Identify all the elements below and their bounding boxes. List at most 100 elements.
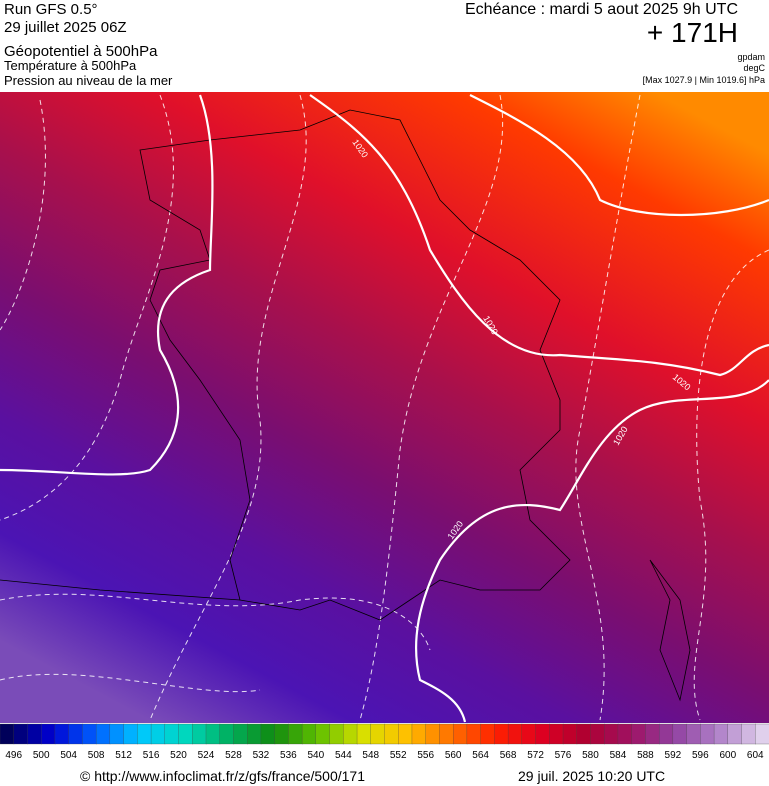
colorbar-cell: [658, 723, 674, 745]
colorbar-label: 512: [115, 750, 132, 761]
colorbar-cell: [41, 723, 56, 745]
hour: + 171H: [647, 17, 738, 48]
colorbar-cell: [13, 723, 29, 745]
colorbar-cell: [604, 723, 619, 745]
footer-url: © http://www.infoclimat.fr/z/gfs/france/…: [80, 768, 365, 784]
colorbar-label: 516: [143, 750, 160, 761]
colorbar-cell: [288, 723, 303, 745]
colorbar-cell: [54, 723, 70, 745]
colorbar-cell: [617, 723, 633, 745]
run: Run GFS 0.5°: [4, 1, 98, 18]
colorbar-cell: [315, 723, 331, 745]
colorbar-cell: [0, 723, 15, 745]
colorbar-cell: [384, 723, 399, 745]
colorbar-cell: [535, 723, 550, 745]
colorbar-cell: [521, 723, 537, 745]
colorbar-label: 532: [253, 750, 270, 761]
colorbar-cell: [507, 723, 523, 745]
colorbar-label: 572: [527, 750, 544, 761]
colorbar-label: 560: [445, 750, 462, 761]
colorbar-cell: [329, 723, 344, 745]
colorbar-cell: [425, 723, 441, 745]
colorbar-label: 536: [280, 750, 297, 761]
colorbar-cell: [95, 723, 111, 745]
colorbar-label: 540: [307, 750, 324, 761]
temperature-field: [0, 92, 769, 723]
colorbar-cell: [219, 723, 235, 745]
colorbar-cell: [274, 723, 290, 745]
colorbar-cell: [700, 723, 715, 745]
colorbar-cell: [631, 723, 647, 745]
colorbar-label: 500: [33, 750, 50, 761]
colorbar-cell: [192, 723, 207, 745]
colorbar-cell: [741, 723, 756, 745]
colorbar-label: 576: [555, 750, 572, 761]
colorbar-cell: [755, 723, 769, 745]
colorbar-cell: [27, 723, 42, 745]
borders: [0, 109, 691, 702]
colorbar-label: 556: [417, 750, 434, 761]
colorbar-cell: [727, 723, 743, 745]
colorbar-label: 504: [60, 750, 77, 761]
colorbar-cell: [123, 723, 138, 745]
colorbar-cell: [398, 723, 413, 745]
colorbar-cell: [480, 723, 496, 745]
colorbar-cell: [137, 723, 152, 745]
colorbar-label: 520: [170, 750, 187, 761]
unit: degC: [743, 63, 765, 73]
colorbar-cell: [713, 723, 729, 745]
colorbar-label: 544: [335, 750, 352, 761]
colorbar-cell: [68, 723, 84, 745]
colorbar-label: 568: [500, 750, 517, 761]
colorbar-label: 604: [747, 750, 764, 761]
isobars: [0, 94, 769, 723]
colorbar-cell: [343, 723, 358, 745]
colorbar-label: 600: [719, 750, 736, 761]
colorbar-cell: [178, 723, 193, 745]
colorbar-label: 548: [362, 750, 379, 761]
temperature-contours: [0, 94, 769, 721]
colorbar-cell: [494, 723, 509, 745]
colorbar-cell: [466, 723, 482, 745]
echeance: Echéance : mardi 5 aout 2025 9h UTC: [465, 1, 738, 18]
colorbar-cell: [356, 723, 372, 745]
colorbar-cell: [411, 723, 427, 745]
colorbar-cell: [590, 723, 605, 745]
colorbar-cell: [260, 723, 276, 745]
colorbar-cell: [686, 723, 701, 745]
colorbar-label: 496: [5, 750, 22, 761]
run-date: 29 juillet 2025 06Z: [4, 19, 127, 36]
colorbar-label: 528: [225, 750, 242, 761]
colorbar-cell: [205, 723, 221, 745]
colorbar-cell: [150, 723, 166, 745]
colorbar-label: 552: [390, 750, 407, 761]
colorbar-cell: [247, 723, 262, 745]
footer-date: 29 juil. 2025 10:20 UTC: [518, 768, 665, 784]
colorbar-cell: [109, 723, 125, 745]
colorbar-cell: [645, 723, 660, 745]
colorbar-cell: [164, 723, 180, 745]
colorbar-label: 584: [610, 750, 627, 761]
colorbar-cell: [453, 723, 468, 745]
colorbar-label: 564: [472, 750, 489, 761]
colorbar-cell: [370, 723, 386, 745]
field: Température à 500hPa: [4, 58, 137, 73]
colorbar-cell: [576, 723, 592, 745]
colorbar-label: 508: [88, 750, 105, 761]
unit: gpdam: [737, 52, 765, 62]
colorbar-label: 580: [582, 750, 599, 761]
colorbar-label: 588: [637, 750, 654, 761]
colorbar-cell: [672, 723, 688, 745]
field: Géopotentiel à 500hPa: [4, 43, 158, 60]
colorbar-cell: [439, 723, 454, 745]
colorbar-cell: [301, 723, 317, 745]
colorbar-cell: [549, 723, 564, 745]
colorbar-label: 524: [198, 750, 215, 761]
range: [Max 1027.9 | Min 1019.6] hPa: [643, 75, 765, 85]
colorbar-label: 596: [692, 750, 709, 761]
colorbar-label: 592: [665, 750, 682, 761]
field: Pression au niveau de la mer: [4, 73, 173, 88]
colorbar-cell: [562, 723, 578, 745]
